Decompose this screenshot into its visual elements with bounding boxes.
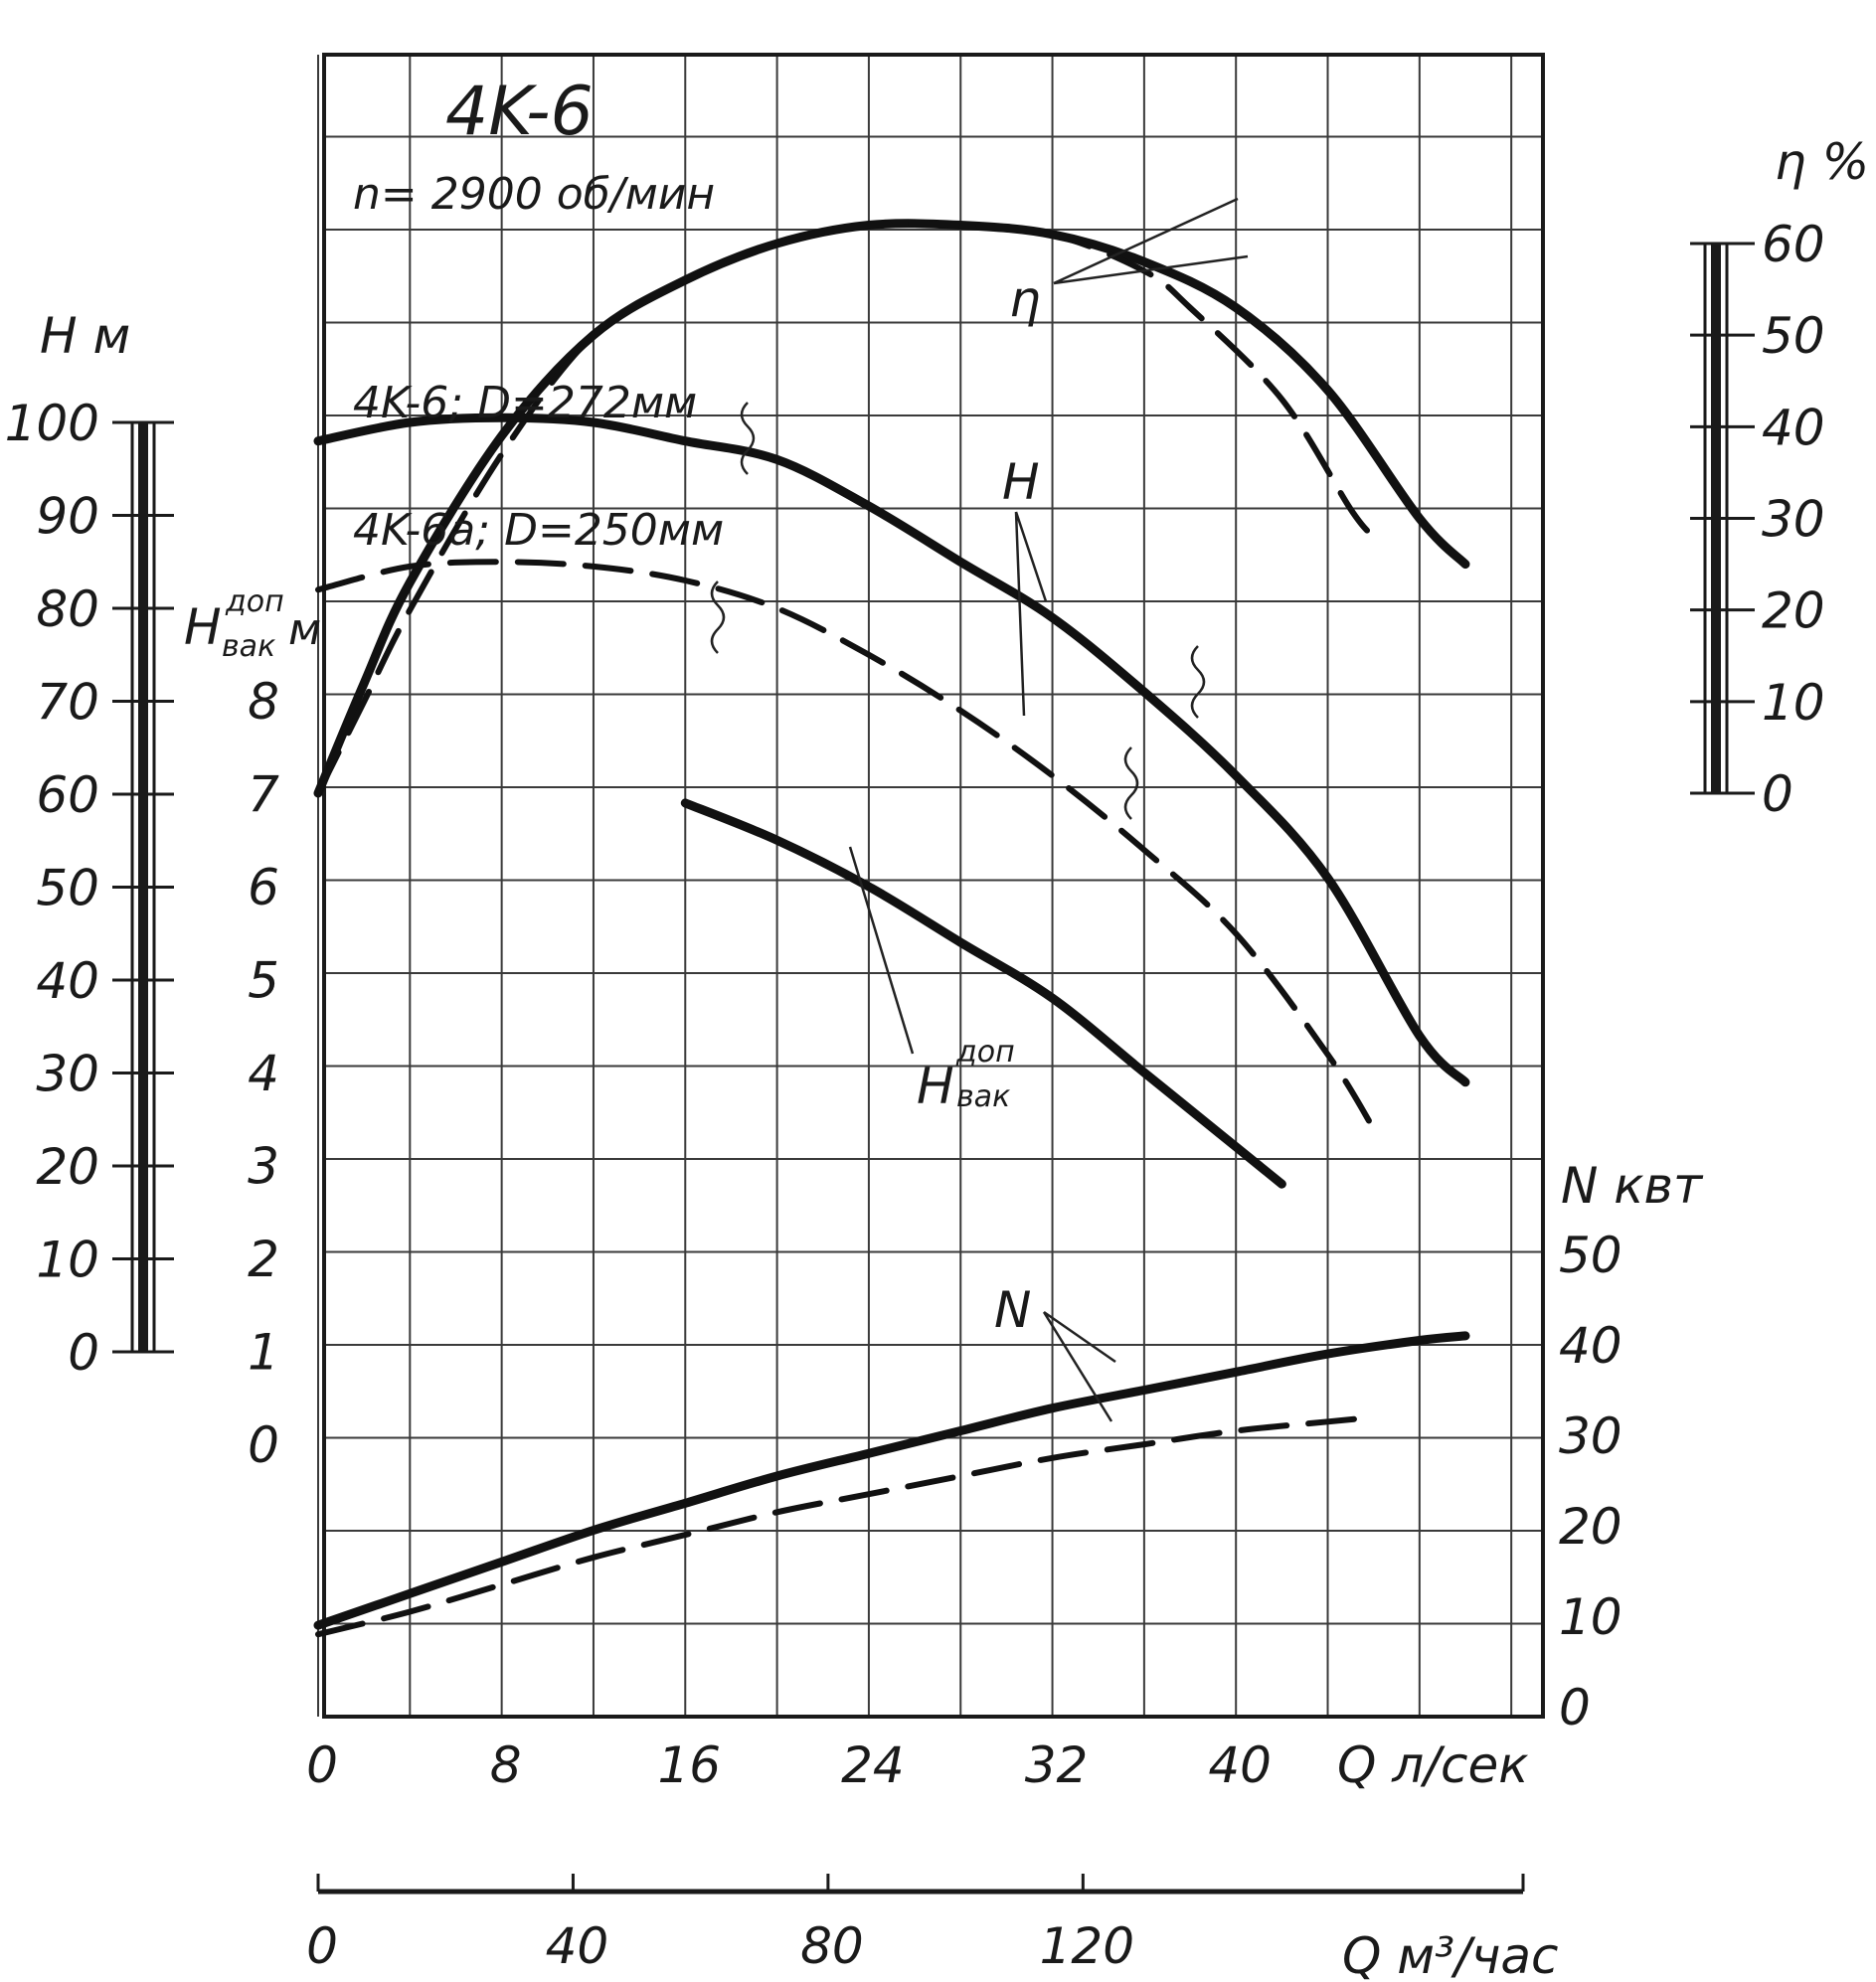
power-axis-tick-label: 50 — [1559, 1227, 1622, 1284]
x-axis-secondary-tick-label: 120 — [1040, 1917, 1134, 1975]
head-axis-tick-label: 30 — [36, 1046, 99, 1103]
n-curve-label: N — [994, 1281, 1031, 1339]
vacuum-axis-label-unit: м — [288, 604, 321, 655]
head-axis-label: H м — [40, 307, 130, 365]
x-axis-primary-tick-label: 40 — [1208, 1736, 1272, 1794]
power-axis-label: N квт — [1561, 1157, 1704, 1215]
x-axis-primary-tick-label: 24 — [841, 1736, 905, 1794]
chart-title: 4K-6 — [445, 73, 594, 151]
x-axis-primary-tick-label: 0 — [306, 1736, 338, 1794]
series-5-power-solid — [313, 1331, 1470, 1630]
head-axis-tick-label: 0 — [68, 1324, 99, 1382]
x-axis-secondary-tick-label: 80 — [800, 1917, 864, 1975]
vacuum-axis-tick-label: 5 — [248, 952, 279, 1010]
vacuum-axis-label-main: H — [184, 598, 222, 656]
head-axis-tick-label: 70 — [36, 674, 99, 732]
x-axis-primary: 0 8 16 24 32 40 Q л/сек — [306, 1736, 1528, 1794]
series-3-head-dashed — [315, 559, 1377, 1132]
n-leader — [1042, 1310, 1116, 1422]
power-axis-tick-label: 20 — [1559, 1498, 1622, 1556]
power-axis: 0 10 20 30 40 50 N квт — [1559, 1157, 1704, 1736]
vacuum-axis-label-sub: вак — [222, 629, 275, 664]
efficiency-axis: 0 10 20 30 40 50 60 η % — [1690, 133, 1869, 823]
vacuum-axis-tick-label: 1 — [248, 1324, 279, 1382]
x-axis-secondary: 0 40 80 120 Q м³/час — [306, 1874, 1559, 1982]
x-axis-primary-label: Q л/сек — [1337, 1736, 1529, 1794]
impeller-label-1: 4K-6; D=272мм — [353, 378, 697, 428]
head-axis-tick-label: 10 — [36, 1232, 99, 1289]
x-axis-secondary-tick-label: 40 — [546, 1917, 609, 1975]
vacuum-axis-tick-label: 7 — [248, 766, 279, 824]
head-axis: 0 10 20 30 40 50 60 70 80 90 100 H м — [5, 307, 174, 1382]
head-axis-tick-label: 90 — [36, 488, 99, 546]
efficiency-axis-tick-label: 60 — [1762, 216, 1825, 273]
series-1-efficiency-dashed — [315, 220, 1377, 796]
power-axis-tick-label: 0 — [1559, 1679, 1591, 1736]
x-axis-primary-tick-label: 16 — [657, 1736, 721, 1794]
efficiency-axis-tick-label: 10 — [1762, 674, 1825, 732]
efficiency-axis-tick-label: 30 — [1762, 490, 1825, 548]
vac-curve-label-sup: доп — [955, 1035, 1015, 1070]
vac-curve-label-main: H — [917, 1058, 954, 1115]
efficiency-axis-tick-label: 50 — [1762, 307, 1825, 365]
vacuum-axis-tick-label: 0 — [248, 1416, 279, 1474]
power-axis-tick-label: 40 — [1559, 1317, 1622, 1375]
efficiency-axis-tick-label: 0 — [1762, 765, 1793, 823]
impeller-brace-2 — [710, 580, 726, 654]
head-axis-tick-label: 80 — [36, 580, 99, 638]
series-6-power-dashed — [315, 1413, 1377, 1638]
x-axis-secondary-label: Q м³/час — [1342, 1927, 1559, 1982]
vacuum-axis-tick-label: 6 — [248, 859, 279, 916]
vacuum-axis-tick-label: 4 — [248, 1045, 279, 1102]
x-axis-secondary-tick-label: 0 — [306, 1917, 338, 1975]
h-brace-2 — [1123, 746, 1139, 820]
vac-curve-label-sub: вак — [956, 1079, 1010, 1114]
head-axis-tick-label: 20 — [36, 1138, 99, 1196]
power-axis-tick-label: 10 — [1559, 1588, 1622, 1646]
head-axis-tick-label: 50 — [36, 860, 99, 917]
efficiency-axis-label: η % — [1775, 133, 1869, 191]
vacuum-axis-tick-label: 8 — [248, 673, 279, 731]
eta-leader — [1053, 197, 1249, 285]
impeller-label-2: 4K-6a; D=250мм — [353, 505, 724, 556]
vac-leader — [848, 846, 915, 1055]
vacuum-axis-label-sup: доп — [225, 584, 284, 619]
vacuum-axis-tick-label: 2 — [248, 1231, 279, 1288]
x-axis-primary-tick-label: 32 — [1025, 1736, 1089, 1794]
impeller-brace-1 — [740, 402, 756, 475]
x-axis-primary-tick-label: 8 — [490, 1736, 522, 1794]
head-axis-tick-label: 40 — [36, 952, 99, 1010]
efficiency-axis-tick-label: 20 — [1762, 582, 1825, 640]
power-axis-tick-label: 30 — [1559, 1407, 1622, 1465]
series-4-vacuum-solid — [680, 798, 1286, 1189]
plot-frame — [322, 53, 1545, 1719]
head-axis-tick-label: 100 — [5, 395, 99, 452]
curves — [313, 219, 1470, 1638]
h-curve-label: H — [1002, 453, 1040, 511]
vacuum-axis: 0 1 2 3 4 5 6 7 8 H доп вак м — [184, 584, 321, 1474]
grid — [317, 55, 1543, 1718]
efficiency-axis-tick-label: 40 — [1762, 399, 1825, 456]
head-axis-tick-label: 60 — [36, 766, 99, 824]
vacuum-axis-tick-label: 3 — [248, 1138, 279, 1196]
h-brace-1 — [1190, 645, 1206, 719]
eta-curve-label: η — [1009, 270, 1041, 328]
chart-subtitle: n= 2900 об/мин — [353, 169, 715, 220]
h-leader — [1014, 511, 1048, 717]
series-2-head-solid — [313, 413, 1470, 1087]
